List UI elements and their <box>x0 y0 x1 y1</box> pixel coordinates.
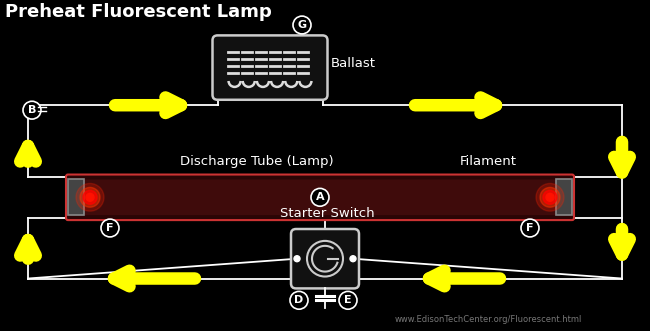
Circle shape <box>546 193 554 201</box>
Text: Filament: Filament <box>460 155 517 167</box>
FancyBboxPatch shape <box>66 174 574 220</box>
Text: Ballast: Ballast <box>330 57 376 70</box>
Circle shape <box>540 187 560 207</box>
Text: E: E <box>344 295 352 305</box>
FancyBboxPatch shape <box>71 179 569 215</box>
Text: B: B <box>28 105 36 115</box>
Circle shape <box>76 183 104 211</box>
Circle shape <box>293 16 311 34</box>
Text: Starter Switch: Starter Switch <box>280 207 374 220</box>
Circle shape <box>339 291 357 309</box>
FancyBboxPatch shape <box>291 229 359 288</box>
Circle shape <box>80 187 100 207</box>
Circle shape <box>521 219 539 237</box>
Circle shape <box>83 190 97 204</box>
Circle shape <box>350 256 356 262</box>
FancyBboxPatch shape <box>213 35 328 100</box>
Text: F: F <box>106 223 114 233</box>
Circle shape <box>536 183 564 211</box>
Circle shape <box>86 193 94 201</box>
FancyBboxPatch shape <box>68 179 84 215</box>
Circle shape <box>23 101 41 119</box>
FancyBboxPatch shape <box>556 179 572 215</box>
Text: Preheat Fluorescent Lamp: Preheat Fluorescent Lamp <box>5 3 272 21</box>
Text: D: D <box>294 295 304 305</box>
Text: F: F <box>526 223 534 233</box>
Circle shape <box>543 190 557 204</box>
Text: G: G <box>298 20 307 30</box>
Circle shape <box>290 291 308 309</box>
Text: Discharge Tube (Lamp): Discharge Tube (Lamp) <box>180 155 333 167</box>
Circle shape <box>101 219 119 237</box>
Text: A: A <box>316 192 324 202</box>
Circle shape <box>294 256 300 262</box>
Circle shape <box>311 188 329 206</box>
Text: www.EdisonTechCenter.org/Fluorescent.html: www.EdisonTechCenter.org/Fluorescent.htm… <box>395 315 582 324</box>
